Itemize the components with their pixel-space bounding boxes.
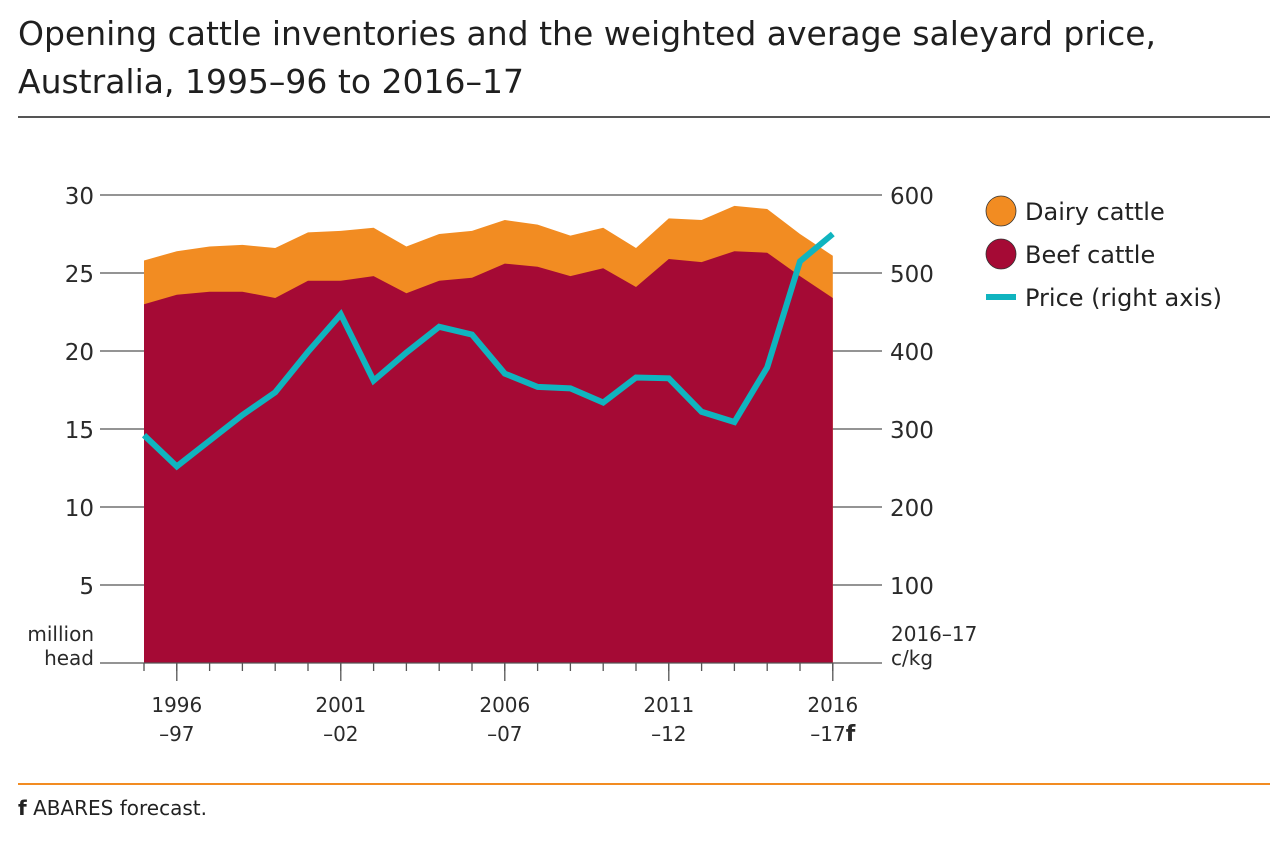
legend: Dairy cattle Beef cattle Price (right axis…: [985, 195, 1222, 312]
x-tick-label: 2006: [479, 693, 530, 717]
x-tick-label: –12: [651, 722, 686, 746]
y-right-tick-label: 300: [890, 418, 934, 444]
chart-title: Opening cattle inventories and the weigh…: [18, 14, 1157, 101]
y-right-tick-label: 400: [890, 340, 934, 366]
y-left-tick-label: 25: [65, 262, 94, 288]
x-tick-label: 2016: [807, 693, 858, 717]
y-right-tick-label: 500: [890, 262, 934, 288]
beef-cattle-area: [144, 251, 833, 663]
y-left-tick-label: 20: [65, 340, 94, 366]
y-left-tick-label: 30: [65, 184, 94, 210]
legend-label: Beef cattle: [1025, 241, 1155, 269]
legend-label: Price (right axis): [1025, 284, 1222, 312]
y-left-tick-label: 5: [79, 574, 94, 600]
y-right-tick-label: 200: [890, 496, 934, 522]
footnote-text: ABARES forecast.: [33, 796, 207, 820]
axes: 1996–972001–022006–072011–122016–17f5101…: [27, 184, 977, 747]
y-right-tick-label: 600: [890, 184, 934, 210]
title-divider: [18, 116, 1270, 118]
footnote-marker: f: [18, 796, 27, 820]
x-tick-label: 2001: [315, 693, 366, 717]
footer-divider: [18, 783, 1270, 785]
y-left-unit-label: head: [44, 646, 94, 670]
price-series: [141, 231, 835, 471]
y-right-unit-label: 2016–17: [891, 622, 977, 646]
y-right-tick-label: 100: [890, 574, 934, 600]
legend-label: Dairy cattle: [1025, 198, 1165, 226]
y-left-tick-label: 10: [65, 496, 94, 522]
x-tick-label: –07: [487, 722, 522, 746]
y-right-unit-label: c/kg: [891, 646, 933, 670]
y-left-tick-label: 15: [65, 418, 94, 444]
x-tick-label: –97: [159, 722, 194, 746]
legend-swatch: [985, 238, 1017, 270]
x-tick-label: 1996: [151, 693, 202, 717]
footnote: f ABARES forecast.: [18, 796, 207, 820]
area-series: [144, 205, 833, 663]
y-left-unit-label: million: [27, 622, 94, 646]
legend-swatch: [985, 195, 1017, 227]
x-tick-label: –02: [323, 722, 358, 746]
price-line: [141, 231, 835, 471]
forecast-marker: f: [846, 722, 856, 747]
x-tick-label: –17f: [810, 722, 855, 747]
x-tick-label: 2011: [643, 693, 694, 717]
